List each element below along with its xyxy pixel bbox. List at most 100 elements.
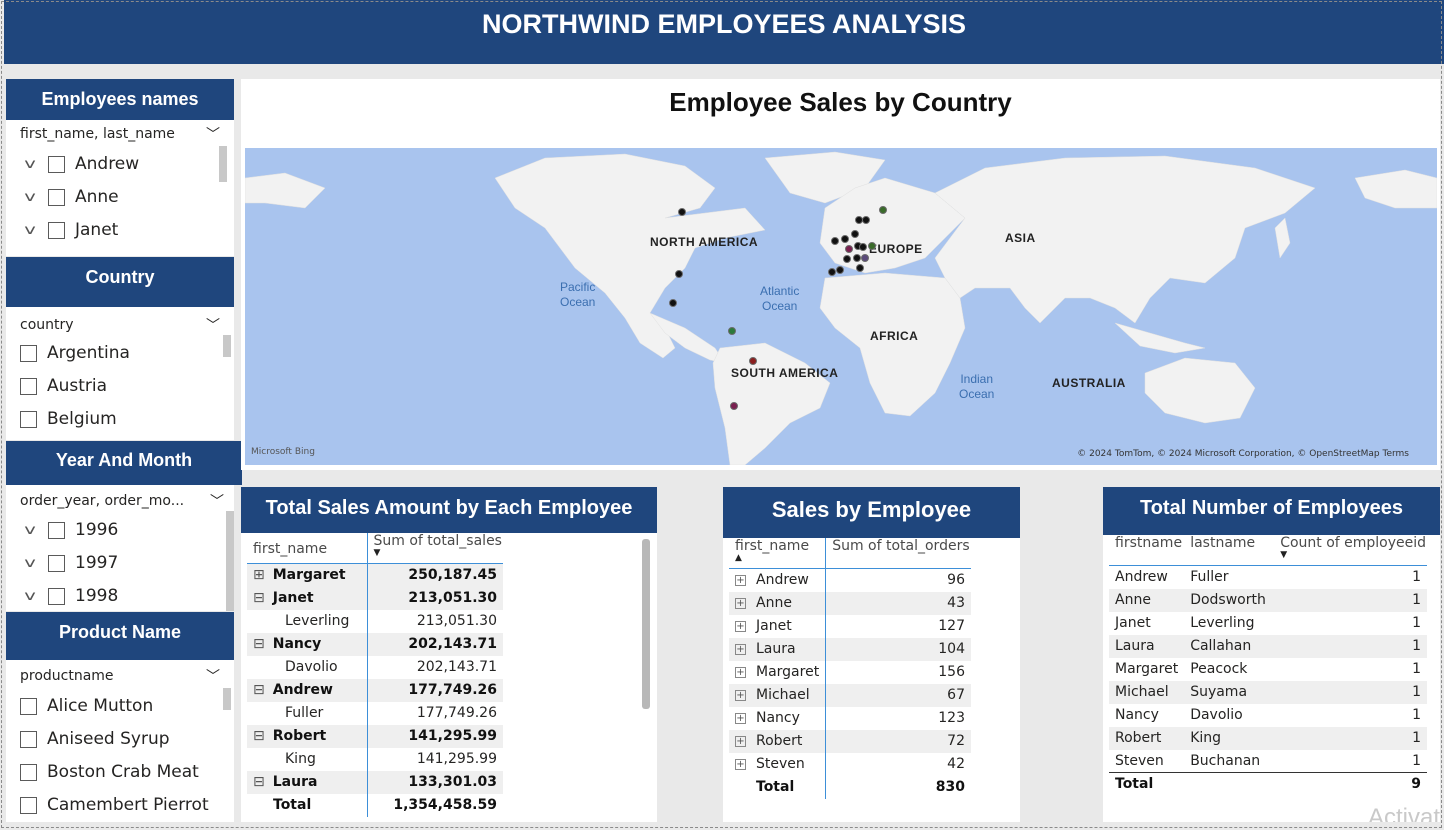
map-bubble[interactable] <box>868 242 876 250</box>
scrollbar[interactable] <box>223 335 231 357</box>
chevron-down-icon[interactable]: v <box>24 156 36 172</box>
expand-icon[interactable]: + <box>735 574 746 586</box>
checkbox[interactable] <box>48 188 65 206</box>
map-bubble[interactable] <box>831 237 839 245</box>
table-row[interactable]: + Janet 127 <box>729 614 971 638</box>
expand-icon[interactable]: ⊞ <box>253 567 265 584</box>
chevron-down-icon[interactable]: v <box>24 189 36 205</box>
checkbox[interactable] <box>48 155 65 173</box>
map-bubble[interactable] <box>730 402 738 410</box>
slicer-item-camembert-pierrot[interactable]: Camembert Pierrot <box>20 791 209 819</box>
map-bubble[interactable] <box>836 266 844 274</box>
table-row[interactable]: ⊟ Robert 141,295.99 <box>247 724 503 748</box>
checkbox[interactable] <box>48 221 65 239</box>
expand-icon[interactable]: + <box>735 735 746 747</box>
map-bubble[interactable] <box>861 254 869 262</box>
checkbox[interactable] <box>20 697 37 715</box>
map-bubble[interactable] <box>841 235 849 243</box>
column-header[interactable]: Sum of total_orders▲ <box>825 538 971 569</box>
slicer-item-boston-crab-meat[interactable]: Boston Crab Meat <box>20 758 199 786</box>
table-row[interactable]: Nancy Davolio 1 <box>1109 704 1427 727</box>
expand-icon[interactable]: + <box>735 666 746 678</box>
map-bubble[interactable] <box>845 245 853 253</box>
collapse-icon[interactable]: ⊟ <box>253 590 265 606</box>
map-bubble[interactable] <box>862 216 870 224</box>
map-bubble[interactable] <box>828 268 836 276</box>
table-row[interactable]: Laura Callahan 1 <box>1109 634 1427 658</box>
table-row[interactable]: + Anne 43 <box>729 591 971 615</box>
table-row[interactable]: Andrew Fuller 1 <box>1109 566 1427 589</box>
checkbox[interactable] <box>20 763 37 781</box>
table-row[interactable]: Anne Dodsworth 1 <box>1109 588 1427 612</box>
slicer-item-austria[interactable]: Austria <box>20 372 107 400</box>
map-bubble[interactable] <box>843 255 851 263</box>
slicer-item-belgium[interactable]: Belgium <box>20 405 117 433</box>
checkbox[interactable] <box>20 796 37 814</box>
table-row[interactable]: + Margaret 156 <box>729 660 971 684</box>
collapse-icon[interactable]: ⊟ <box>253 774 265 790</box>
table-row[interactable]: ⊞ Margaret 250,187.45 <box>247 563 503 587</box>
chevron-down-icon[interactable]: ﹀ <box>206 318 220 334</box>
expand-icon[interactable]: + <box>735 620 746 632</box>
checkbox[interactable] <box>20 410 37 428</box>
column-header[interactable]: firstname▼ <box>1109 535 1185 566</box>
slicer-item-1996[interactable]: v 1996 <box>20 516 118 544</box>
world-map[interactable]: NORTH AMERICA EUROPE ASIA AFRICA SOUTH A… <box>245 148 1437 465</box>
map-bubble[interactable] <box>859 243 867 251</box>
table-row[interactable]: Michael Suyama 1 <box>1109 680 1427 704</box>
chevron-down-icon[interactable]: ﹀ <box>206 669 220 685</box>
map-bubble[interactable] <box>856 264 864 272</box>
slicer-item-1997[interactable]: v 1997 <box>20 549 118 577</box>
map-bubble[interactable] <box>749 357 757 365</box>
table-row[interactable]: Steven Buchanan 1 <box>1109 750 1427 773</box>
checkbox[interactable] <box>48 521 65 539</box>
map-bubble[interactable] <box>879 206 887 214</box>
chevron-down-icon[interactable]: ﹀ <box>210 494 224 510</box>
scrollbar[interactable] <box>223 688 231 710</box>
map-bubble[interactable] <box>853 254 861 262</box>
checkbox[interactable] <box>20 377 37 395</box>
table-row[interactable]: Fuller 177,749.26 <box>247 701 503 725</box>
map-bubble[interactable] <box>678 208 686 216</box>
chevron-down-icon[interactable]: ﹀ <box>206 127 220 143</box>
chevron-down-icon[interactable]: v <box>24 555 36 571</box>
slicer-item-janet[interactable]: v Janet <box>20 216 118 244</box>
column-header[interactable]: first_name ▲ <box>729 538 826 569</box>
scrollbar[interactable] <box>642 539 650 709</box>
scrollbar[interactable] <box>226 511 234 611</box>
column-header[interactable]: Count of employeeid ▼ <box>1274 535 1427 566</box>
column-header[interactable]: first_name <box>247 533 367 564</box>
table-row[interactable]: + Nancy 123 <box>729 706 971 730</box>
expand-icon[interactable]: + <box>735 689 746 701</box>
table-row[interactable]: Davolio 202,143.71 <box>247 655 503 679</box>
table-row[interactable]: + Laura 104 <box>729 637 971 661</box>
expand-icon[interactable]: + <box>735 643 746 655</box>
column-header[interactable]: Sum of total_sales ▼ <box>366 533 503 564</box>
table-row[interactable]: Robert King 1 <box>1109 726 1427 750</box>
chevron-down-icon[interactable]: v <box>24 222 36 238</box>
table-row[interactable]: + Michael 67 <box>729 683 971 707</box>
chevron-down-icon[interactable]: v <box>24 522 36 538</box>
table-row[interactable]: + Andrew 96 <box>729 568 971 592</box>
slicer-item-aniseed-syrup[interactable]: Aniseed Syrup <box>20 725 170 753</box>
checkbox[interactable] <box>48 554 65 572</box>
table-row[interactable]: Janet Leverling 1 <box>1109 612 1427 635</box>
checkbox[interactable] <box>20 344 37 362</box>
collapse-icon[interactable]: ⊟ <box>253 636 265 652</box>
slicer-item-argentina[interactable]: Argentina <box>20 339 130 367</box>
table-row[interactable]: Margaret Peacock 1 <box>1109 658 1427 681</box>
expand-icon[interactable]: + <box>735 712 746 724</box>
collapse-icon[interactable]: ⊟ <box>253 728 265 744</box>
table-row[interactable]: ⊟ Nancy 202,143.71 <box>247 632 503 656</box>
expand-icon[interactable]: + <box>735 597 746 609</box>
slicer-item-anne[interactable]: v Anne <box>20 183 118 211</box>
slicer-item-andrew[interactable]: v Andrew <box>20 150 139 178</box>
slicer-item-alice-mutton[interactable]: Alice Mutton <box>20 692 153 720</box>
table-row[interactable]: ⊟ Laura 133,301.03 <box>247 770 503 794</box>
map-bubble[interactable] <box>669 299 677 307</box>
table-row[interactable]: King 141,295.99 <box>247 747 503 771</box>
slicer-item-1998[interactable]: v 1998 <box>20 582 118 610</box>
collapse-icon[interactable]: ⊟ <box>253 682 265 698</box>
checkbox[interactable] <box>48 587 65 605</box>
chevron-down-icon[interactable]: v <box>24 588 36 604</box>
